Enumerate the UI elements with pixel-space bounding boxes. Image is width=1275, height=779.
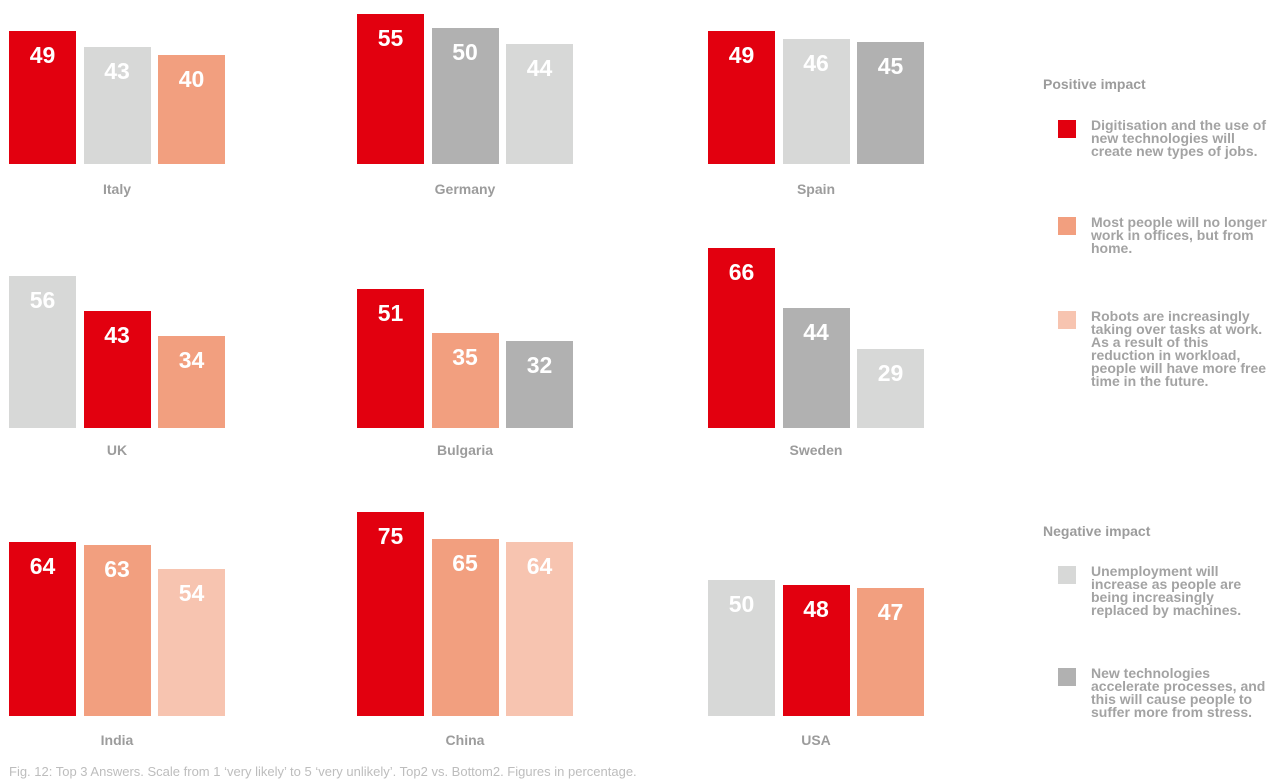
bar <box>857 349 924 428</box>
value-label: 40 <box>178 66 205 93</box>
value-label: 64 <box>526 552 553 579</box>
bar <box>357 289 424 428</box>
bar <box>9 30 76 164</box>
bar <box>857 588 924 716</box>
legend-text: Digitisation and the use of new technolo… <box>1091 117 1267 159</box>
legend-swatch <box>1058 217 1076 235</box>
bar <box>431 28 499 164</box>
bar <box>857 41 924 164</box>
bar <box>782 585 850 716</box>
bar <box>506 44 573 164</box>
value-label: 64 <box>29 552 56 579</box>
bar <box>357 512 424 716</box>
bar <box>83 311 151 428</box>
value-label: 51 <box>377 300 404 327</box>
panel-title: Germany <box>434 181 496 197</box>
legend-text: Robots are increasingly taking over task… <box>1091 308 1267 389</box>
value-label: 44 <box>526 55 553 82</box>
value-label: 54 <box>178 580 205 607</box>
bar <box>431 539 499 716</box>
bar <box>708 580 775 716</box>
panel-title: Italy <box>102 181 131 197</box>
legend-heading: Positive impact <box>1043 76 1146 92</box>
panel-title: Bulgaria <box>436 442 493 458</box>
value-label: 34 <box>178 346 205 373</box>
value-label: 44 <box>803 319 829 346</box>
panel-title: UK <box>106 442 128 458</box>
bar <box>782 308 850 428</box>
bar <box>506 340 573 428</box>
value-label: 49 <box>29 41 56 68</box>
bar <box>158 569 225 716</box>
panel-title: USA <box>801 732 831 748</box>
value-label: 63 <box>104 555 130 582</box>
bar <box>9 275 76 428</box>
value-label: 75 <box>377 523 404 549</box>
value-label: 65 <box>452 550 478 577</box>
bar <box>83 544 151 716</box>
panel-title: Spain <box>796 181 836 197</box>
legend-text: Unemployment will increase as people are… <box>1091 563 1242 618</box>
value-label: 50 <box>728 591 755 617</box>
value-label: 43 <box>104 58 130 85</box>
bar <box>9 541 76 716</box>
value-label: 43 <box>104 322 130 349</box>
bar <box>431 332 499 428</box>
value-label: 35 <box>452 343 478 370</box>
value-label: 55 <box>377 25 404 52</box>
value-label: 46 <box>803 49 829 76</box>
legend-text: New technologies accelerate processes, a… <box>1091 665 1266 720</box>
bar <box>506 541 573 716</box>
legend-swatch <box>1058 668 1076 686</box>
value-label: 66 <box>728 259 755 286</box>
panel-title: India <box>100 732 134 748</box>
legend-heading: Negative impact <box>1043 523 1151 539</box>
value-label: 56 <box>29 286 56 313</box>
bar <box>357 14 424 164</box>
bar <box>782 38 850 164</box>
value-label: 49 <box>728 41 755 68</box>
legend-text: Most people will no longer work in offic… <box>1091 214 1267 256</box>
legend-swatch <box>1058 566 1076 584</box>
legend-swatch <box>1058 120 1076 138</box>
bar <box>708 30 775 164</box>
value-label: 29 <box>877 360 904 387</box>
bar <box>83 47 151 164</box>
bar <box>158 55 225 164</box>
panel-title: China <box>445 732 485 748</box>
legend-swatch <box>1058 311 1076 329</box>
value-label: 50 <box>452 39 478 65</box>
value-label: 47 <box>877 599 904 626</box>
value-label: 48 <box>803 596 829 623</box>
caption: Fig. 12: Top 3 Answers. Scale from 1 ‘ve… <box>9 764 637 779</box>
value-label: 32 <box>526 351 553 378</box>
value-label: 45 <box>877 52 904 79</box>
bar <box>158 335 225 428</box>
panel-title: Sweden <box>789 442 843 458</box>
bar <box>708 248 775 428</box>
